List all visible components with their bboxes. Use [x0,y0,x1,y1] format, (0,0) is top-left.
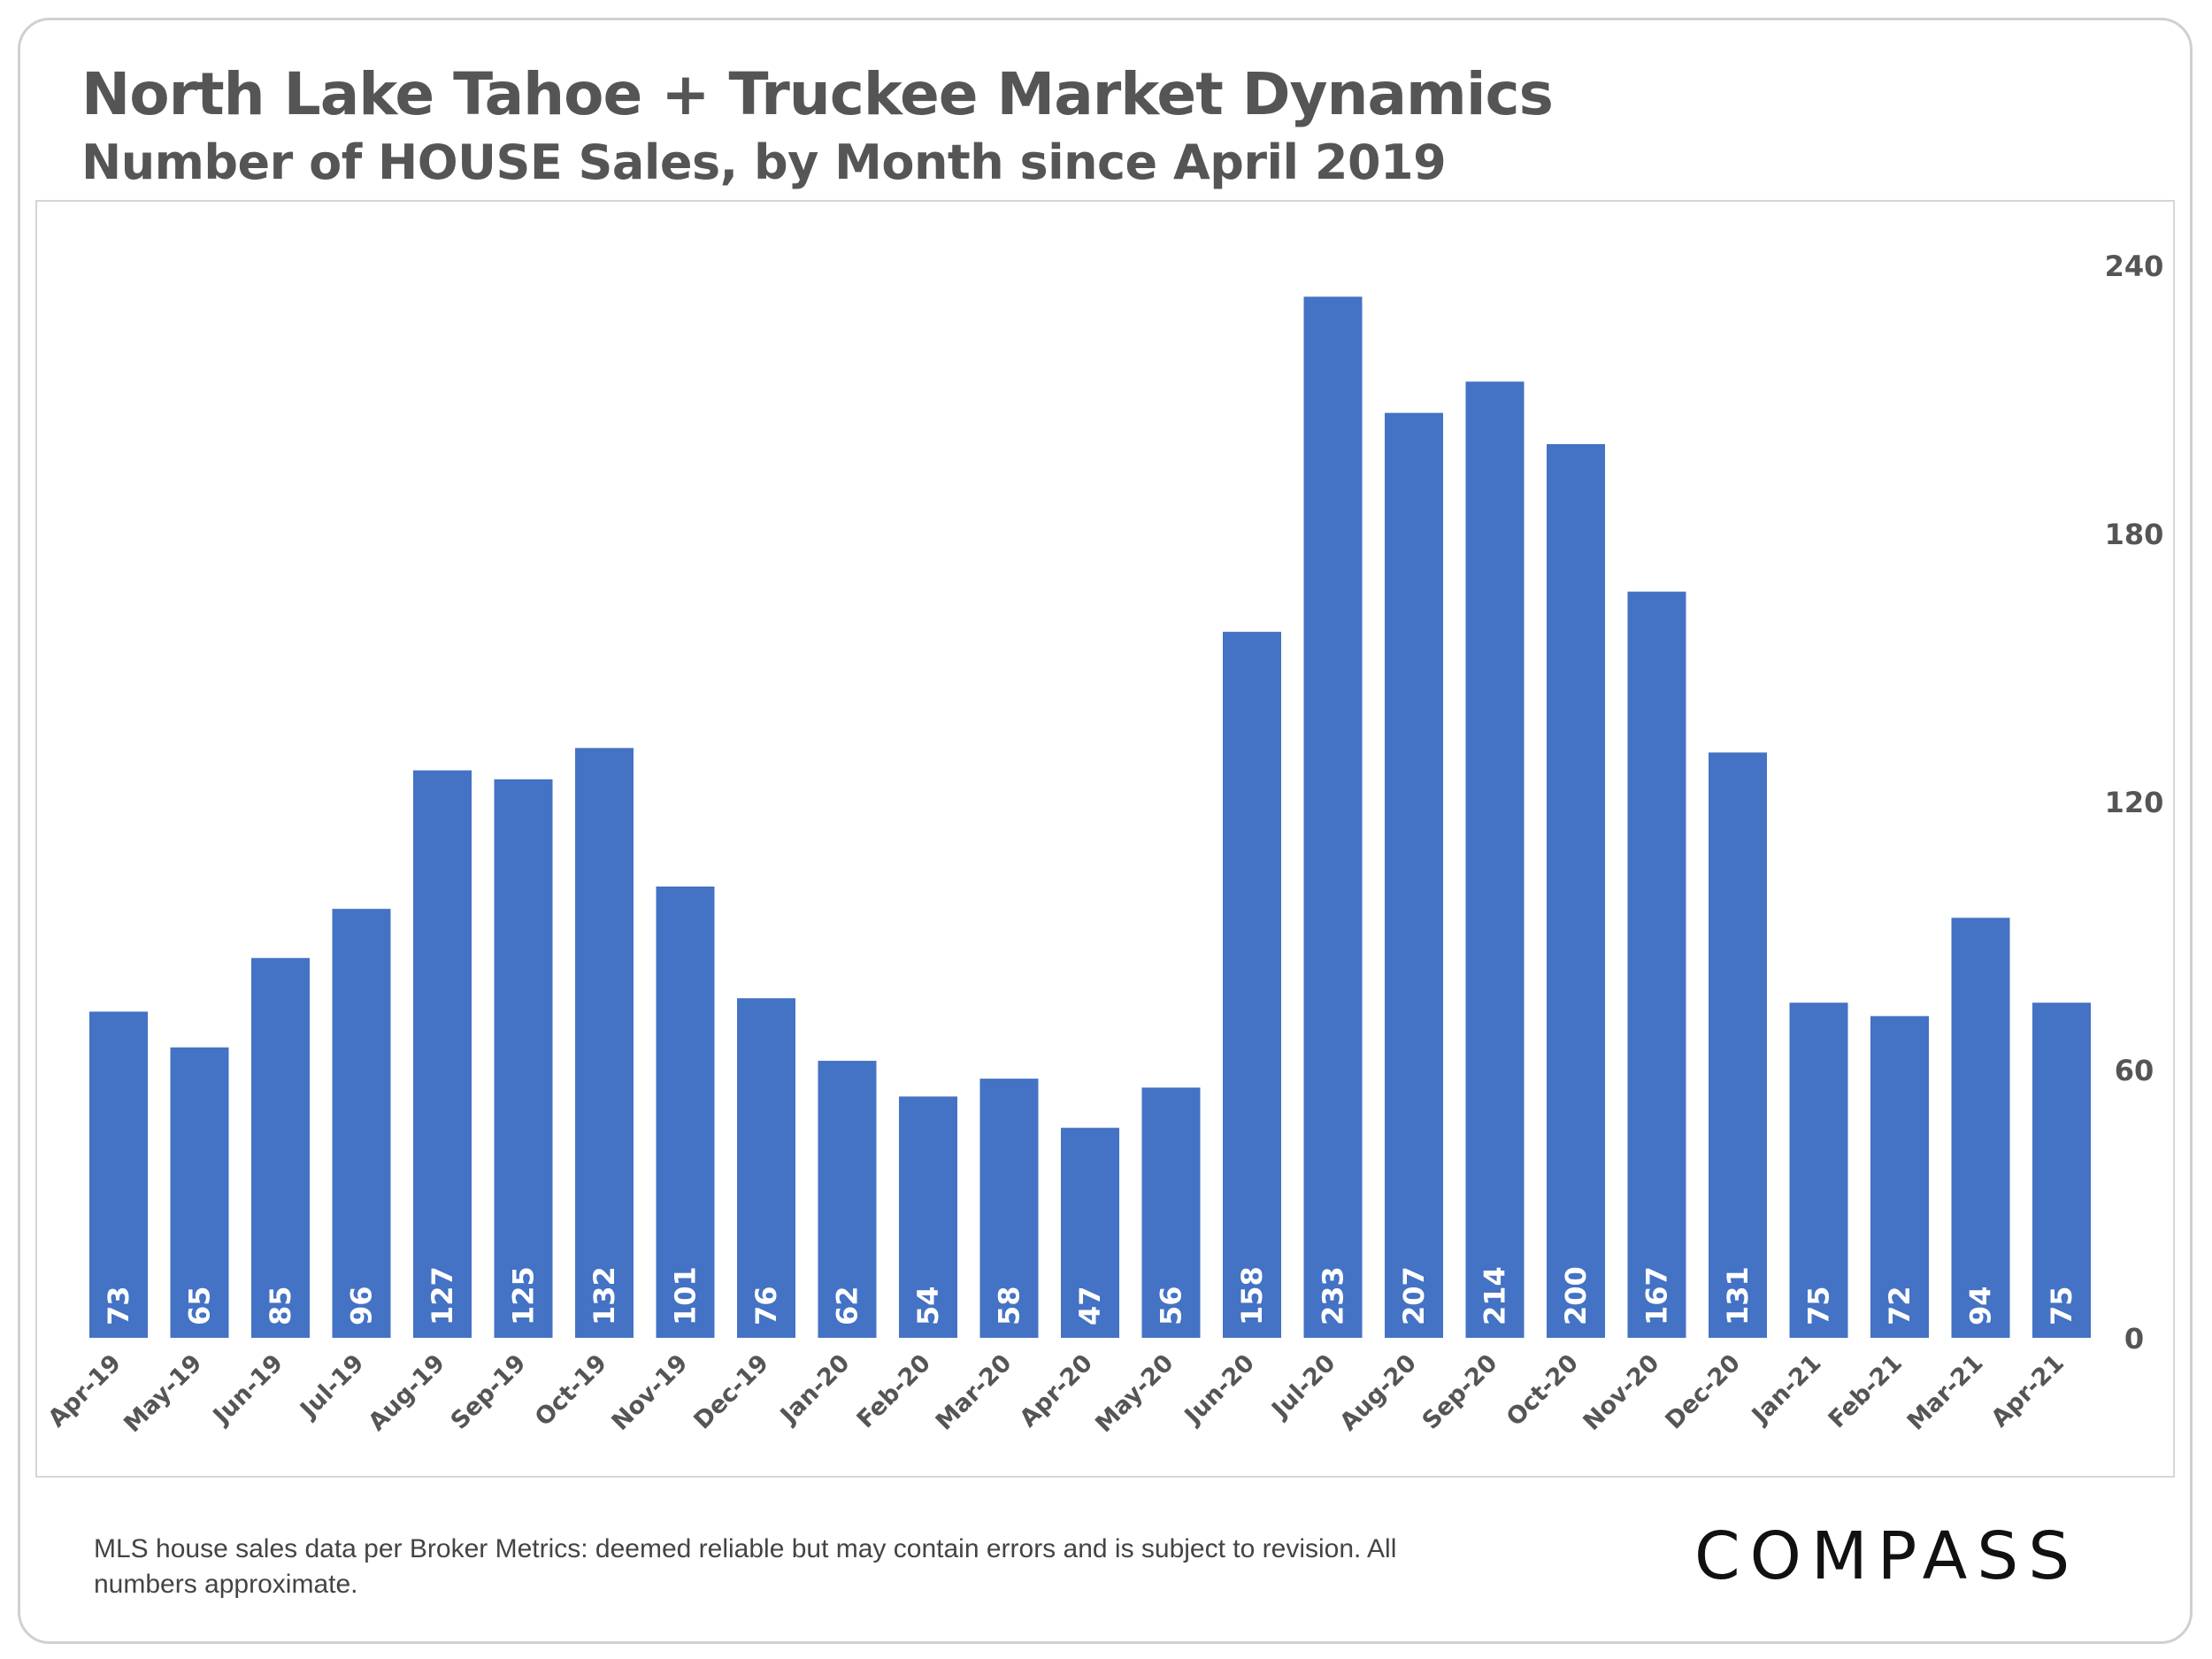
data-label-May-20: 56 [1155,1286,1188,1325]
x-tick-label: May-20 [1090,1349,1179,1438]
bar-Dec-20 [1709,752,1767,1338]
bar-Jun-19 [251,957,310,1338]
data-label-Nov-20: 167 [1640,1266,1674,1325]
data-label-Jun-20: 158 [1235,1266,1269,1325]
bar-Sep-20 [1465,381,1525,1338]
data-label-Mar-21: 94 [1964,1286,1998,1325]
bar-Apr-20 [1061,1127,1119,1338]
x-tick-label: Jun-19 [207,1349,288,1431]
bar-Apr-21 [2032,1002,2091,1338]
data-label-Dec-19: 76 [749,1286,783,1325]
x-tick-label: Nov-19 [606,1349,693,1436]
bar-Aug-19 [413,770,472,1338]
data-label-Feb-21: 72 [1883,1286,1916,1325]
x-tick-label: Nov-20 [1578,1349,1664,1436]
data-label-Oct-19: 132 [588,1266,621,1325]
bar-Oct-20 [1547,444,1605,1338]
x-tick-label: Jun-20 [1179,1349,1260,1431]
data-label-Jun-19: 85 [264,1286,297,1325]
x-tick-label: Sep-20 [1417,1349,1503,1435]
x-tick-label: Feb-20 [852,1349,936,1433]
x-tick-label: Aug-20 [1334,1349,1421,1436]
bar-May-20 [1141,1087,1201,1338]
bar-Jan-21 [1789,1002,1848,1338]
y-tick-label: 240 [2105,250,2164,283]
bar-Nov-20 [1627,591,1686,1338]
data-label-Aug-19: 127 [426,1266,459,1325]
data-label-May-19: 65 [183,1286,217,1325]
data-labels-layer: 73 65 85 96 127 125 132 101 76 62 54 58 47 56 158 233 20… [102,1266,2078,1325]
data-label-Jan-20: 62 [831,1286,864,1325]
x-tick-label: Mar-21 [1902,1349,1989,1436]
x-tick-label: Dec-20 [1660,1349,1746,1435]
bar-Feb-21 [1870,1016,1929,1338]
bar-Mar-21 [1951,918,2010,1338]
x-tick-label: Oct-19 [530,1349,612,1432]
x-tick-label: Jan-21 [1746,1349,1826,1430]
data-label-Jan-21: 75 [1802,1286,1836,1325]
data-label-Apr-19: 73 [102,1286,135,1325]
bar-Sep-19 [494,779,553,1338]
bar-Nov-19 [656,886,715,1338]
data-label-Mar-20: 58 [993,1286,1026,1325]
chart-title: North Lake Tahoe + Truckee Market Dynami… [81,60,1554,128]
x-tick-label: Jul-20 [1265,1349,1340,1425]
data-label-Aug-20: 207 [1397,1266,1431,1325]
x-tick-label: Dec-19 [688,1349,774,1435]
bar-Mar-20 [979,1079,1039,1338]
data-label-Apr-21: 75 [2045,1286,2078,1325]
data-label-Dec-20: 131 [1721,1266,1755,1325]
x-tick-label: May-19 [119,1349,207,1438]
y-axis: 0 60 120 180 240 [2105,250,2164,1356]
data-label-Oct-20: 200 [1559,1266,1593,1325]
bar-Dec-19 [737,998,795,1338]
y-tick-label: 0 [2124,1322,2144,1356]
data-label-Sep-20: 214 [1479,1266,1512,1325]
bar-Jun-20 [1223,632,1281,1338]
data-label-Apr-20: 47 [1073,1286,1107,1325]
x-tick-label: Feb-21 [1824,1349,1908,1433]
x-tick-label: Mar-20 [931,1349,1018,1436]
bar-Apr-19 [89,1011,148,1338]
data-label-Jul-19: 96 [345,1286,379,1325]
x-tick-label: Jul-19 [294,1349,369,1425]
x-tick-label: Aug-19 [363,1349,449,1436]
x-tick-label: Apr-21 [1986,1349,2070,1432]
chart-subtitle: Number of HOUSE Sales, by Month since Ap… [81,134,1447,190]
x-tick-label: Oct-20 [1502,1349,1584,1432]
x-tick-label: Jan-20 [774,1349,855,1430]
bar-Jul-20 [1303,296,1363,1339]
x-tick-label: Apr-20 [1015,1349,1098,1432]
bars-layer [89,296,2091,1339]
data-label-Feb-20: 54 [911,1286,945,1325]
bar-Oct-19 [575,748,634,1338]
data-label-Sep-19: 125 [507,1266,541,1325]
bar-Jul-19 [332,909,391,1338]
x-tick-label: Apr-19 [43,1349,127,1432]
bar-Feb-20 [899,1096,957,1338]
compass-logo: COMPASS [1694,1518,2080,1594]
y-tick-label: 60 [2115,1054,2154,1087]
data-label-Nov-19: 101 [669,1266,703,1325]
data-label-Jul-20: 233 [1317,1266,1350,1325]
source-footnote: MLS house sales data per Broker Metrics:… [94,1534,1397,1599]
bar-Aug-20 [1385,412,1443,1338]
y-tick-label: 120 [2105,786,2164,819]
bar-May-19 [170,1047,229,1338]
x-tick-label: Sep-19 [446,1349,532,1435]
bar-Jan-20 [818,1060,877,1338]
y-tick-label: 180 [2105,518,2164,551]
